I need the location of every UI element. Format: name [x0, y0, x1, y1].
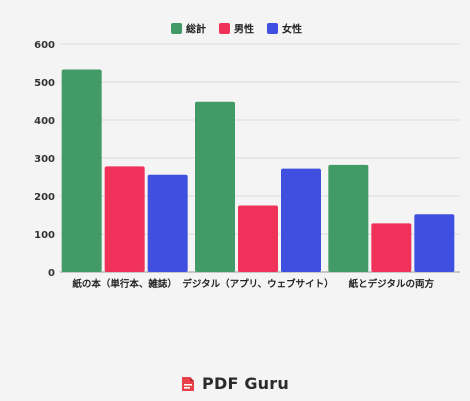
y-axis-ticks: 0 100 200 300 400 500 600 [34, 40, 55, 279]
bar-chart: 0 100 200 300 400 500 600 紙の本（単行本、雑誌） デジタル（アプリ、… [34, 23, 460, 290]
y-tick-label: 500 [34, 78, 55, 89]
x-tick-label: 紙とデジタルの両方 [349, 278, 435, 290]
y-tick-label: 0 [48, 268, 55, 279]
bar [371, 223, 412, 272]
x-tick-label: 紙の本（単行本、雑誌） [72, 278, 177, 290]
bar [238, 205, 278, 272]
y-tick-label: 100 [34, 230, 55, 241]
legend-swatch [267, 23, 278, 34]
bar [414, 214, 455, 272]
bar [195, 101, 235, 272]
x-axis-ticks: 紙の本（単行本、雑誌） デジタル（アプリ、ウェブサイト） 紙とデジタルの両方 [72, 278, 434, 290]
y-tick-label: 200 [34, 192, 55, 203]
legend-label: 男性 [234, 23, 254, 36]
bar [147, 174, 188, 272]
brand-footer: PDF Guru [0, 374, 470, 393]
bar [104, 166, 145, 272]
y-tick-label: 600 [34, 40, 55, 51]
bar [328, 164, 369, 272]
bar [281, 168, 321, 272]
bars [61, 69, 455, 273]
y-tick-label: 400 [34, 116, 55, 127]
legend: 総計 男性 女性 [171, 23, 302, 36]
bar [61, 69, 102, 273]
pdf-guru-logo-icon [182, 376, 195, 391]
legend-label: 総計 [186, 23, 206, 36]
legend-label: 女性 [282, 23, 302, 36]
x-tick-label: デジタル（アプリ、ウェブサイト） [182, 278, 333, 290]
brand-name: PDF Guru [202, 374, 289, 393]
y-tick-label: 300 [34, 154, 55, 165]
legend-swatch [219, 23, 230, 34]
legend-swatch [171, 23, 182, 34]
